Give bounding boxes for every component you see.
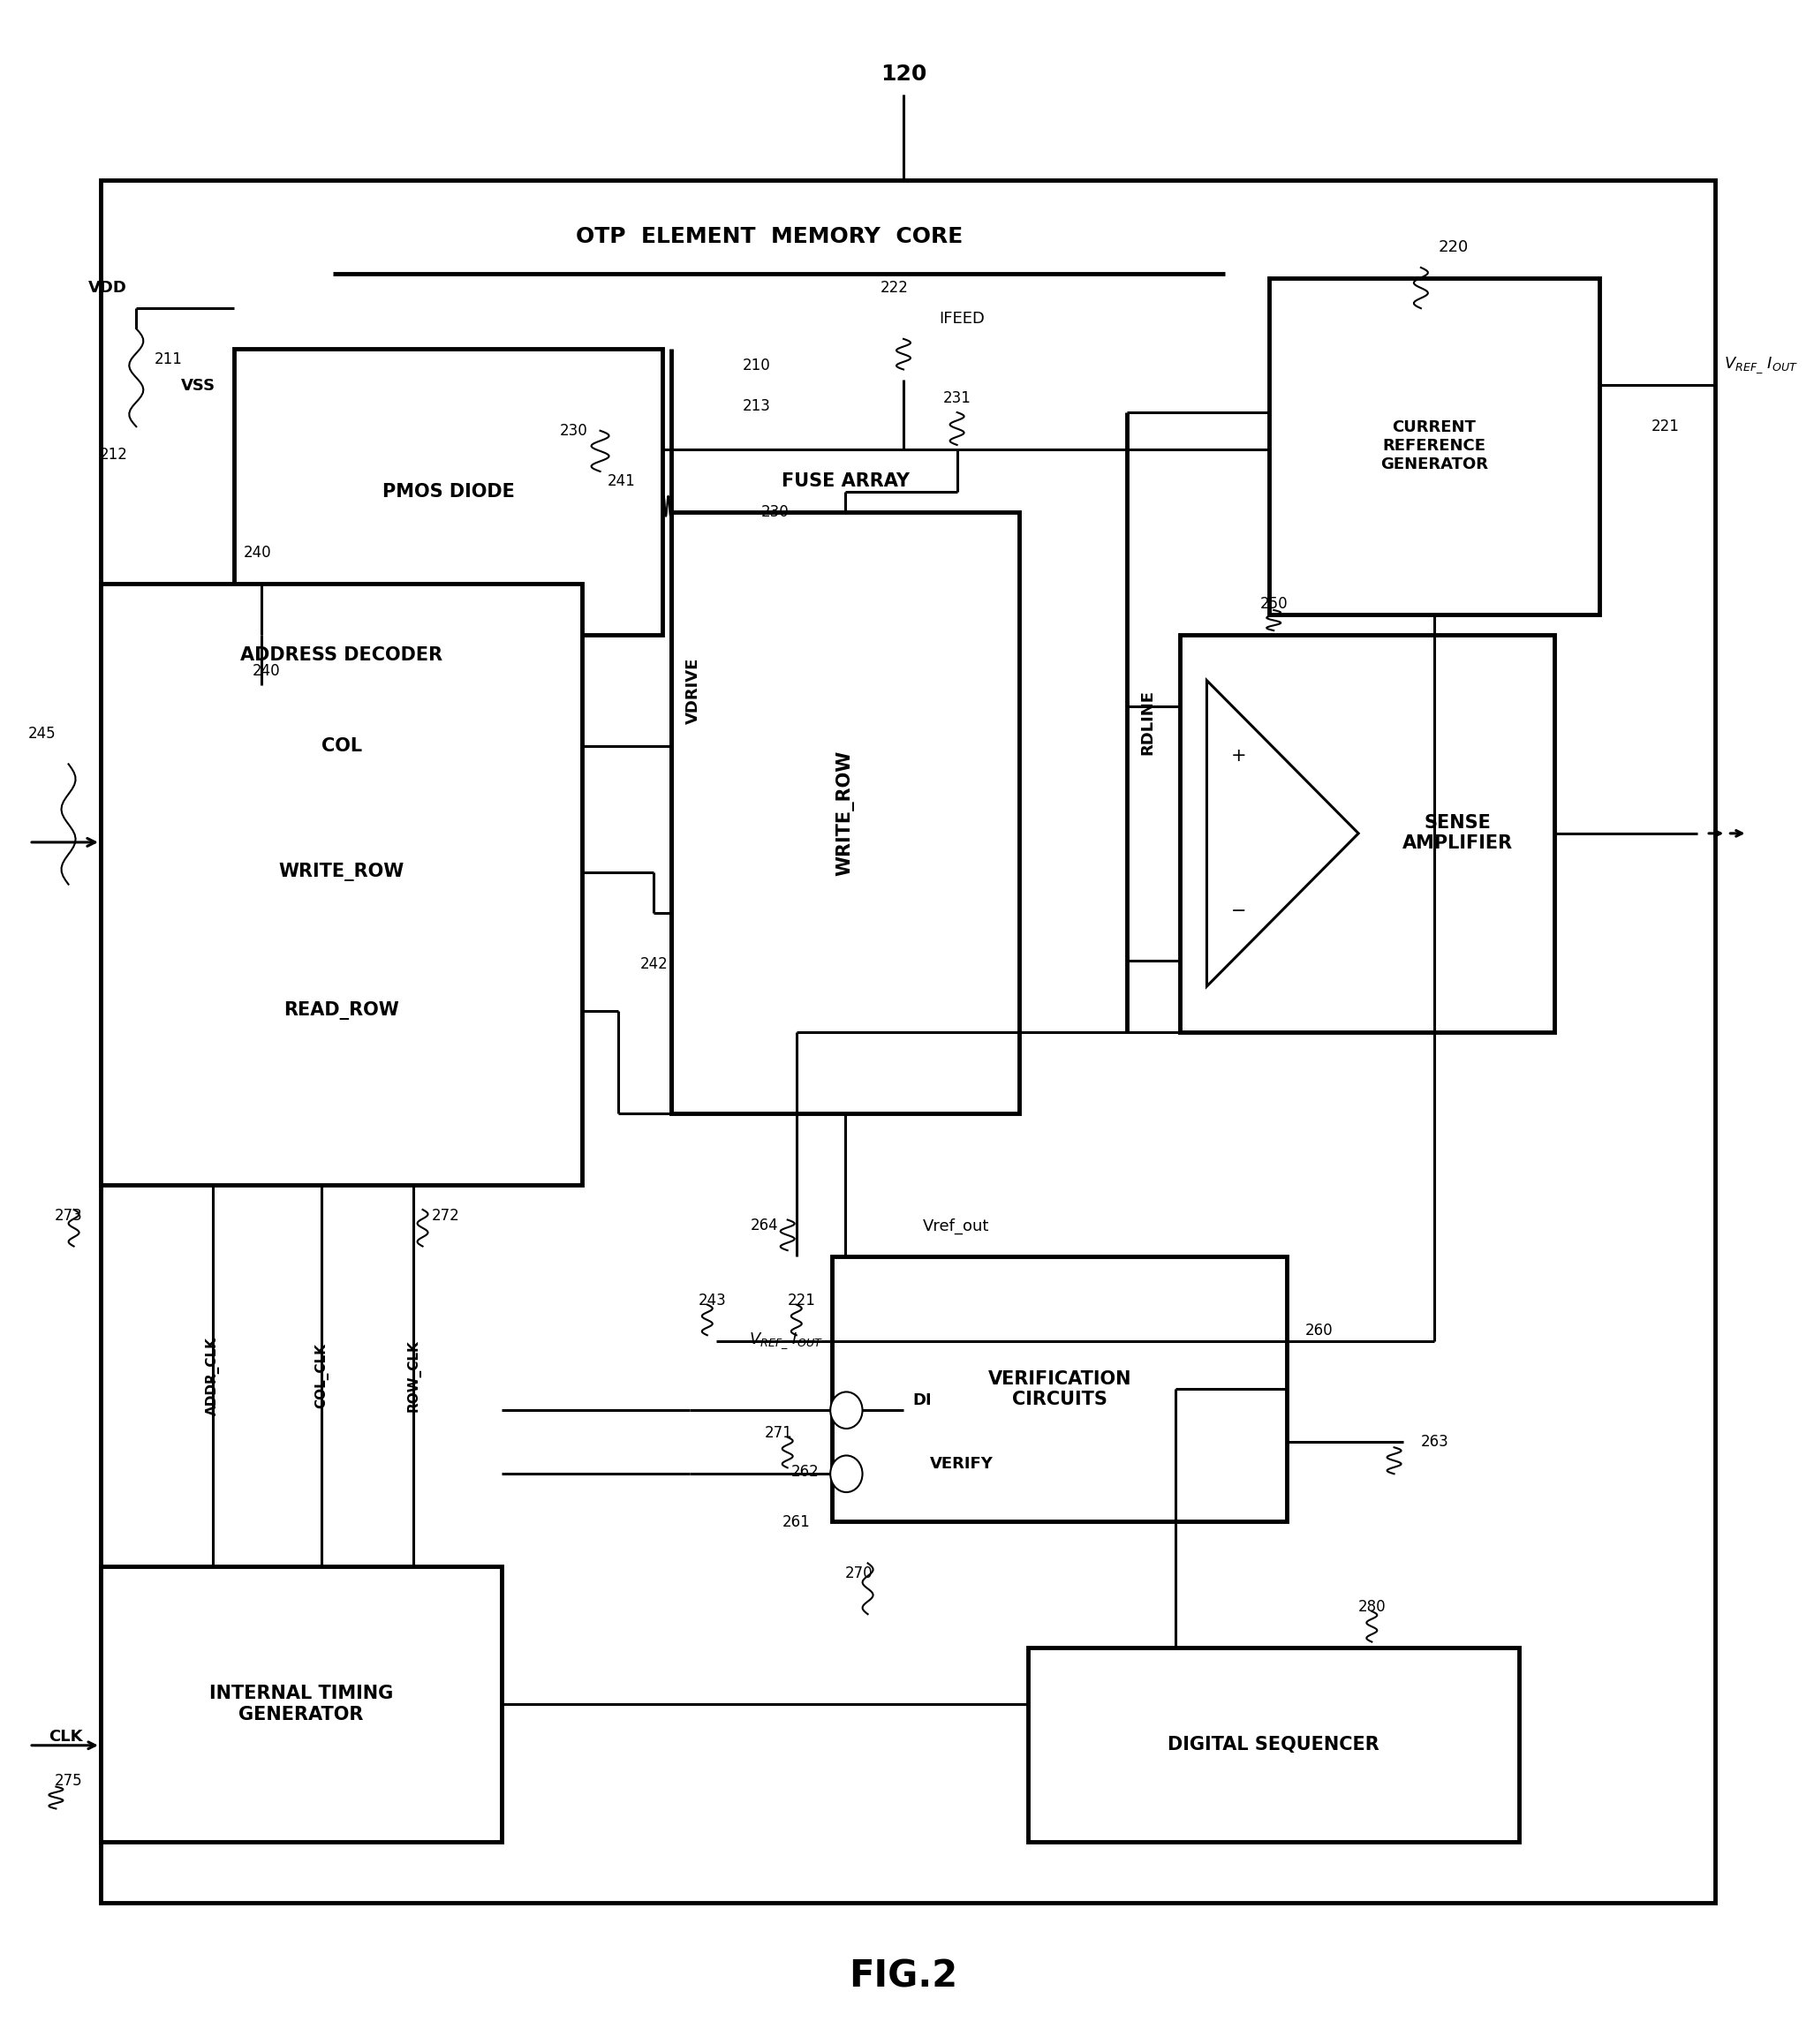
Text: RDLINE: RDLINE (1139, 689, 1156, 754)
Text: 230: 230 (559, 423, 588, 439)
Text: 230: 230 (760, 505, 789, 519)
Text: 271: 271 (764, 1425, 793, 1441)
Text: FUSE ARRAY: FUSE ARRAY (782, 472, 909, 491)
Bar (1270, 278, 1600, 613)
Text: 220: 220 (1439, 239, 1469, 256)
Text: 221: 221 (1651, 419, 1680, 433)
Text: FIG.2: FIG.2 (849, 1958, 958, 1995)
Text: 272: 272 (432, 1208, 459, 1224)
Text: PMOS DIODE: PMOS DIODE (383, 482, 515, 501)
Text: 264: 264 (751, 1218, 778, 1235)
Text: DI: DI (912, 1392, 932, 1408)
Bar (100, 180, 1716, 1903)
Text: 243: 243 (698, 1292, 726, 1308)
Text: VERIFICATION
CIRCUITS: VERIFICATION CIRCUITS (989, 1369, 1132, 1408)
Text: ADDRESS DECODER: ADDRESS DECODER (239, 646, 443, 664)
Bar (1029, 1647, 1518, 1842)
Bar (100, 585, 582, 1186)
Bar (234, 350, 662, 634)
Text: COL_CLK: COL_CLK (314, 1343, 328, 1408)
Text: 273: 273 (54, 1208, 83, 1224)
Text: 270: 270 (845, 1566, 873, 1582)
Text: 262: 262 (791, 1464, 820, 1480)
Text: 250: 250 (1259, 597, 1288, 611)
Text: OTP  ELEMENT  MEMORY  CORE: OTP ELEMENT MEMORY CORE (577, 227, 963, 247)
Text: 213: 213 (744, 399, 771, 415)
Text: 221: 221 (787, 1292, 816, 1308)
Circle shape (831, 1455, 862, 1492)
Text: DIGITAL SEQUENCER: DIGITAL SEQUENCER (1168, 1735, 1380, 1754)
Text: 260: 260 (1304, 1322, 1333, 1339)
Bar (100, 1566, 502, 1842)
Text: WRITE_ROW: WRITE_ROW (279, 863, 405, 881)
Bar (1181, 634, 1555, 1032)
Text: 245: 245 (27, 726, 56, 742)
Text: 210: 210 (744, 358, 771, 374)
Text: 211: 211 (154, 352, 181, 368)
Text: READ_ROW: READ_ROW (283, 1002, 399, 1020)
Text: 120: 120 (880, 63, 927, 84)
Text: IFEED: IFEED (940, 311, 985, 327)
Text: COL: COL (321, 738, 361, 754)
Text: +: + (1232, 746, 1246, 764)
Bar (833, 1257, 1288, 1521)
Text: 240: 240 (243, 546, 272, 560)
Text: VDRIVE: VDRIVE (686, 658, 700, 724)
Text: INTERNAL TIMING
GENERATOR: INTERNAL TIMING GENERATOR (209, 1684, 394, 1723)
Text: Vref_out: Vref_out (923, 1218, 990, 1235)
Text: 212: 212 (100, 448, 127, 464)
Text: 241: 241 (608, 474, 637, 491)
Text: 240: 240 (252, 664, 279, 679)
Bar (671, 513, 1019, 1114)
Text: −: − (1232, 901, 1246, 920)
Text: CLK: CLK (49, 1729, 83, 1746)
Text: 222: 222 (880, 280, 909, 296)
Text: 263: 263 (1420, 1435, 1449, 1449)
Text: 231: 231 (943, 390, 970, 407)
Circle shape (831, 1392, 862, 1429)
Text: 242: 242 (640, 957, 668, 973)
Text: WRITE_ROW: WRITE_ROW (836, 750, 854, 875)
Text: VERIFY: VERIFY (931, 1455, 994, 1472)
Text: $V_{REF\_}\ I_{OUT}$: $V_{REF\_}\ I_{OUT}$ (1723, 356, 1798, 374)
Text: $V_{REF\_}\ I_{OUT}$: $V_{REF\_}\ I_{OUT}$ (749, 1331, 824, 1351)
Text: 275: 275 (54, 1774, 83, 1788)
Text: VSS: VSS (181, 378, 216, 394)
Text: VDD: VDD (89, 280, 127, 296)
Text: ADDR_CLK: ADDR_CLK (207, 1337, 219, 1414)
Text: 261: 261 (782, 1515, 811, 1531)
Text: 280: 280 (1359, 1598, 1386, 1615)
Text: ROW_CLK: ROW_CLK (406, 1339, 421, 1412)
Text: CURRENT
REFERENCE
GENERATOR: CURRENT REFERENCE GENERATOR (1380, 419, 1487, 472)
Polygon shape (1206, 681, 1359, 987)
Text: SENSE
AMPLIFIER: SENSE AMPLIFIER (1402, 814, 1513, 852)
